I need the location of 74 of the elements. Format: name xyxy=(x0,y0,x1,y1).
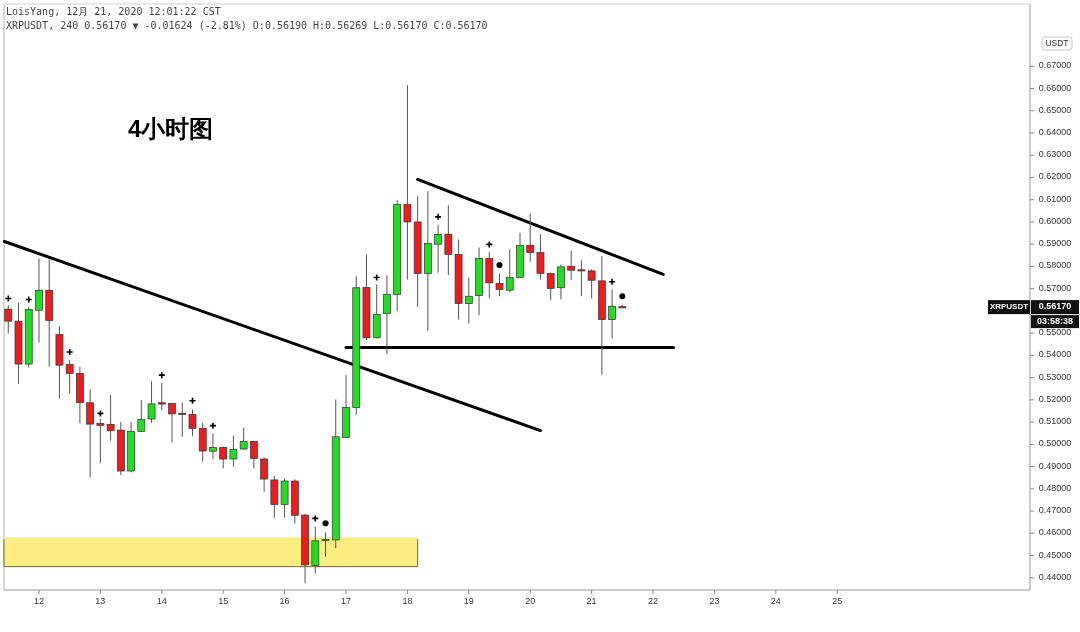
y-tick-label: 0.66000 xyxy=(1038,82,1072,93)
candlestick xyxy=(4,304,13,334)
x-tick-label: 18 xyxy=(402,596,413,607)
candlestick xyxy=(157,382,166,411)
candlestick xyxy=(168,402,176,443)
candlestick xyxy=(198,422,207,463)
candlestick xyxy=(250,440,258,469)
candlestick xyxy=(495,273,504,297)
y-tick-label: 0.59000 xyxy=(1038,238,1072,249)
candlestick xyxy=(546,272,555,301)
x-tick-label: 12 xyxy=(33,596,44,607)
y-tick-label: 0.58000 xyxy=(1038,260,1072,271)
x-tick-label: 17 xyxy=(340,596,352,607)
x-tick-label: 16 xyxy=(279,596,290,607)
y-tick-label: 0.52000 xyxy=(1038,394,1072,405)
annotation: XRPUSDT xyxy=(989,302,1029,312)
candlestick xyxy=(383,274,391,355)
x-tick-label: 24 xyxy=(770,596,781,607)
candlestick xyxy=(464,277,473,325)
x-tick-label: 20 xyxy=(525,596,536,607)
candlestick xyxy=(188,408,197,437)
x-tick-label: 25 xyxy=(832,596,843,607)
y-tick-label: 0.49000 xyxy=(1038,460,1072,471)
x-tick-label: 14 xyxy=(156,596,167,607)
text: 0.56170 xyxy=(1038,301,1072,312)
x-tick-label: 13 xyxy=(95,596,106,607)
text: 4小时图 xyxy=(128,115,214,142)
candlestick xyxy=(372,283,381,339)
y-tick-label: 0.53000 xyxy=(1038,371,1072,382)
y-tick-label: 0.63000 xyxy=(1038,149,1072,160)
y-tick-label: 0.67000 xyxy=(1038,60,1072,71)
candlestick xyxy=(505,249,514,293)
annotation: LoisYang, 12月 21, 2020 12:01:22 CST xyxy=(6,6,221,17)
candlestick xyxy=(260,456,268,493)
candlestick xyxy=(444,204,453,276)
candlestick xyxy=(557,263,565,301)
x-tick-label: 21 xyxy=(586,596,597,607)
candlestick xyxy=(35,257,43,343)
y-tick-label: 0.57000 xyxy=(1038,283,1072,294)
y-tick-label: 0.47000 xyxy=(1038,505,1072,516)
candlestick xyxy=(434,224,442,274)
candlestick xyxy=(137,399,146,433)
y-axis-title: USDT xyxy=(1045,37,1069,48)
y-tick-label: 0.54000 xyxy=(1038,349,1072,360)
candlestick xyxy=(86,388,94,478)
candlestick xyxy=(147,380,156,424)
text: 03:58:38 xyxy=(1036,315,1074,326)
y-tick-label: 0.48000 xyxy=(1038,483,1072,494)
y-tick-label: 0.45000 xyxy=(1038,549,1072,560)
candlestick xyxy=(536,233,545,281)
y-tick-label: 0.64000 xyxy=(1038,127,1072,138)
y-tick-label: 0.50000 xyxy=(1038,438,1072,449)
y-tick-label: 0.55000 xyxy=(1038,327,1072,338)
candlestick xyxy=(209,432,217,460)
candlestick xyxy=(608,289,616,339)
candlestick xyxy=(239,427,248,451)
candlestick xyxy=(229,434,238,468)
x-tick-label: 15 xyxy=(218,596,229,607)
x-tick-label: 19 xyxy=(463,596,474,607)
candlestick xyxy=(526,212,535,263)
y-tick-label: 0.61000 xyxy=(1038,194,1072,205)
candlestick xyxy=(321,531,330,558)
y-tick-label: 0.62000 xyxy=(1038,171,1072,182)
candlestick xyxy=(65,359,74,394)
y-tick-label: 0.65000 xyxy=(1038,105,1072,116)
y-tick-label: 0.46000 xyxy=(1038,527,1072,538)
y-tick-label: 0.60000 xyxy=(1038,216,1072,227)
candlestick xyxy=(178,402,187,438)
y-tick-label: 0.51000 xyxy=(1038,416,1072,427)
x-tick-label: 22 xyxy=(648,596,659,607)
y-tick-label: 0.44000 xyxy=(1038,572,1072,583)
x-tick-label: 23 xyxy=(709,596,720,607)
annotation: XRPUSDT, 240 0.56170 ▼ -0.01624 (-2.81%) O:0.56190 H:0.56269 L:0.56170 C:0.56170 xyxy=(6,20,488,31)
candlestick xyxy=(567,250,576,281)
